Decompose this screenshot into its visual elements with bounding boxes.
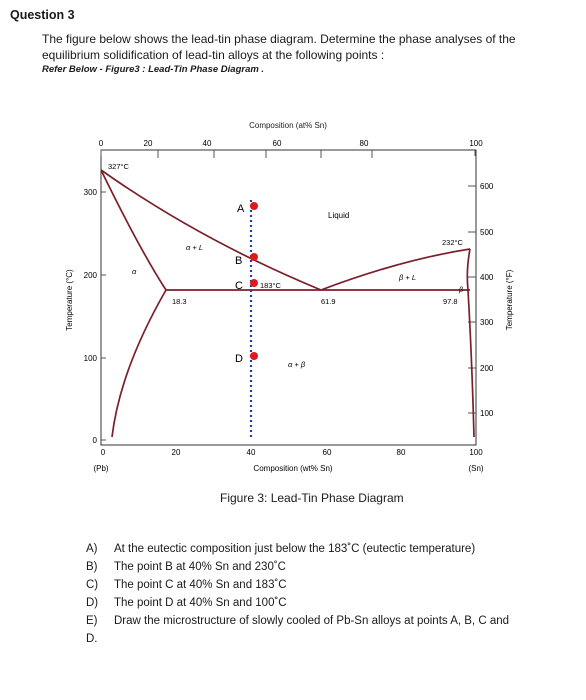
beta-label: β <box>458 287 463 294</box>
figure-reference: Refer Below - Figure3 : Lead-Tin Phase D… <box>42 64 265 75</box>
right-tick-500: 500 <box>480 228 494 237</box>
top-tick-0: 0 <box>99 139 104 148</box>
left-tick-100: 100 <box>84 354 98 363</box>
point-b-dot <box>250 253 258 261</box>
pb-melting-label: 327°C <box>108 162 130 171</box>
question-item-text: Draw the microstructure of slowly cooled… <box>114 615 510 627</box>
point-d-label: D <box>235 353 243 365</box>
left-tick-300: 300 <box>84 188 98 197</box>
right-tick-100: 100 <box>480 409 494 418</box>
question-item-text: The point C at 40% Sn and 183˚C <box>114 579 287 591</box>
right-ticks <box>468 185 476 414</box>
top-tick-80: 80 <box>360 139 369 148</box>
point-d-dot <box>250 352 258 360</box>
left-axis-title: Temperature (°C) <box>65 269 74 331</box>
points: A B C D <box>235 202 258 365</box>
bottom-tick-40: 40 <box>247 448 256 457</box>
solidus-left <box>100 169 167 291</box>
right-tick-200: 200 <box>480 364 494 373</box>
left-ticks <box>101 191 106 441</box>
question-item-text: The point D at 40% Sn and 100˚C <box>114 597 287 609</box>
question-letter: B) <box>86 561 98 573</box>
bottom-tick-100: 100 <box>469 448 483 457</box>
top-axis-title: Composition (at% Sn) <box>249 121 327 130</box>
question-title: Question 3 <box>10 8 75 22</box>
top-tick-20: 20 <box>144 139 153 148</box>
right-tick-300: 300 <box>480 318 494 327</box>
question-letter: D) <box>86 597 99 609</box>
bottom-axis-title: Composition (wt% Sn) <box>253 464 332 473</box>
sn-melting-label: 232°C <box>442 238 464 247</box>
question-letter: C) <box>86 579 99 591</box>
solvus-left <box>111 289 167 438</box>
left-tick-0: 0 <box>93 436 98 445</box>
question-text: The figure below shows the lead-tin phas… <box>42 32 516 62</box>
comp-beta-label: 97.8 <box>443 297 458 306</box>
beta-l-label: β + L <box>398 273 416 282</box>
comp-alpha-label: 18.3 <box>172 297 187 306</box>
bottom-tick-80: 80 <box>397 448 406 457</box>
solidus-right <box>466 248 471 291</box>
eutectic-temp-label: 183°C <box>260 281 282 290</box>
liquid-label: Liquid <box>328 211 349 220</box>
bottom-tick-60: 60 <box>323 448 332 457</box>
question-letter: D. <box>86 633 98 645</box>
top-tick-100: 100 <box>469 139 483 148</box>
question-item: D. <box>86 633 114 645</box>
alpha-beta-label: α + β <box>288 360 306 369</box>
question-item: D) The point D at 40% Sn and 100˚C <box>86 597 287 609</box>
point-c-dot <box>250 279 258 287</box>
liquidus-right <box>320 248 471 291</box>
plot-frame <box>100 149 477 446</box>
right-axis-title: Temperature (°F) <box>505 269 514 330</box>
phase-boundaries <box>100 169 475 438</box>
bottom-tick-0: 0 <box>101 448 106 457</box>
alpha-l-label: α + L <box>186 243 203 252</box>
question-item-text: At the eutectic composition just below t… <box>114 543 476 555</box>
left-tick-200: 200 <box>84 271 98 280</box>
question-letter: E) <box>86 615 98 627</box>
question-item: E) Draw the microstructure of slowly cool… <box>86 615 509 627</box>
top-ticks <box>100 150 476 158</box>
alpha-label: α <box>132 267 137 276</box>
question-item: A) At the eutectic composition just below… <box>86 543 475 555</box>
point-a-label: A <box>237 203 245 215</box>
liquidus-left <box>100 169 322 291</box>
point-a-dot <box>250 202 258 210</box>
pb-label: (Pb) <box>93 464 108 473</box>
top-tick-60: 60 <box>273 139 282 148</box>
question-item-text: The point B at 40% Sn and 230˚C <box>114 561 286 573</box>
sn-label: (Sn) <box>468 464 483 473</box>
question-item: C) The point C at 40% Sn and 183˚C <box>86 579 287 591</box>
question-item: B) The point B at 40% Sn and 230˚C <box>86 561 286 573</box>
right-tick-600: 600 <box>480 182 494 191</box>
phase-diagram: Composition (at% Sn) 0 20 40 60 80 100 0… <box>65 121 514 473</box>
solvus-right <box>467 289 475 438</box>
top-tick-40: 40 <box>203 139 212 148</box>
point-b-label: B <box>235 255 242 267</box>
bottom-tick-20: 20 <box>172 448 181 457</box>
point-c-label: C <box>235 280 243 292</box>
comp-eutectic-label: 61.9 <box>321 297 336 306</box>
right-tick-400: 400 <box>480 273 494 282</box>
figure-caption: Figure 3: Lead-Tin Phase Diagram <box>220 491 404 505</box>
question-letter: A) <box>86 543 98 555</box>
